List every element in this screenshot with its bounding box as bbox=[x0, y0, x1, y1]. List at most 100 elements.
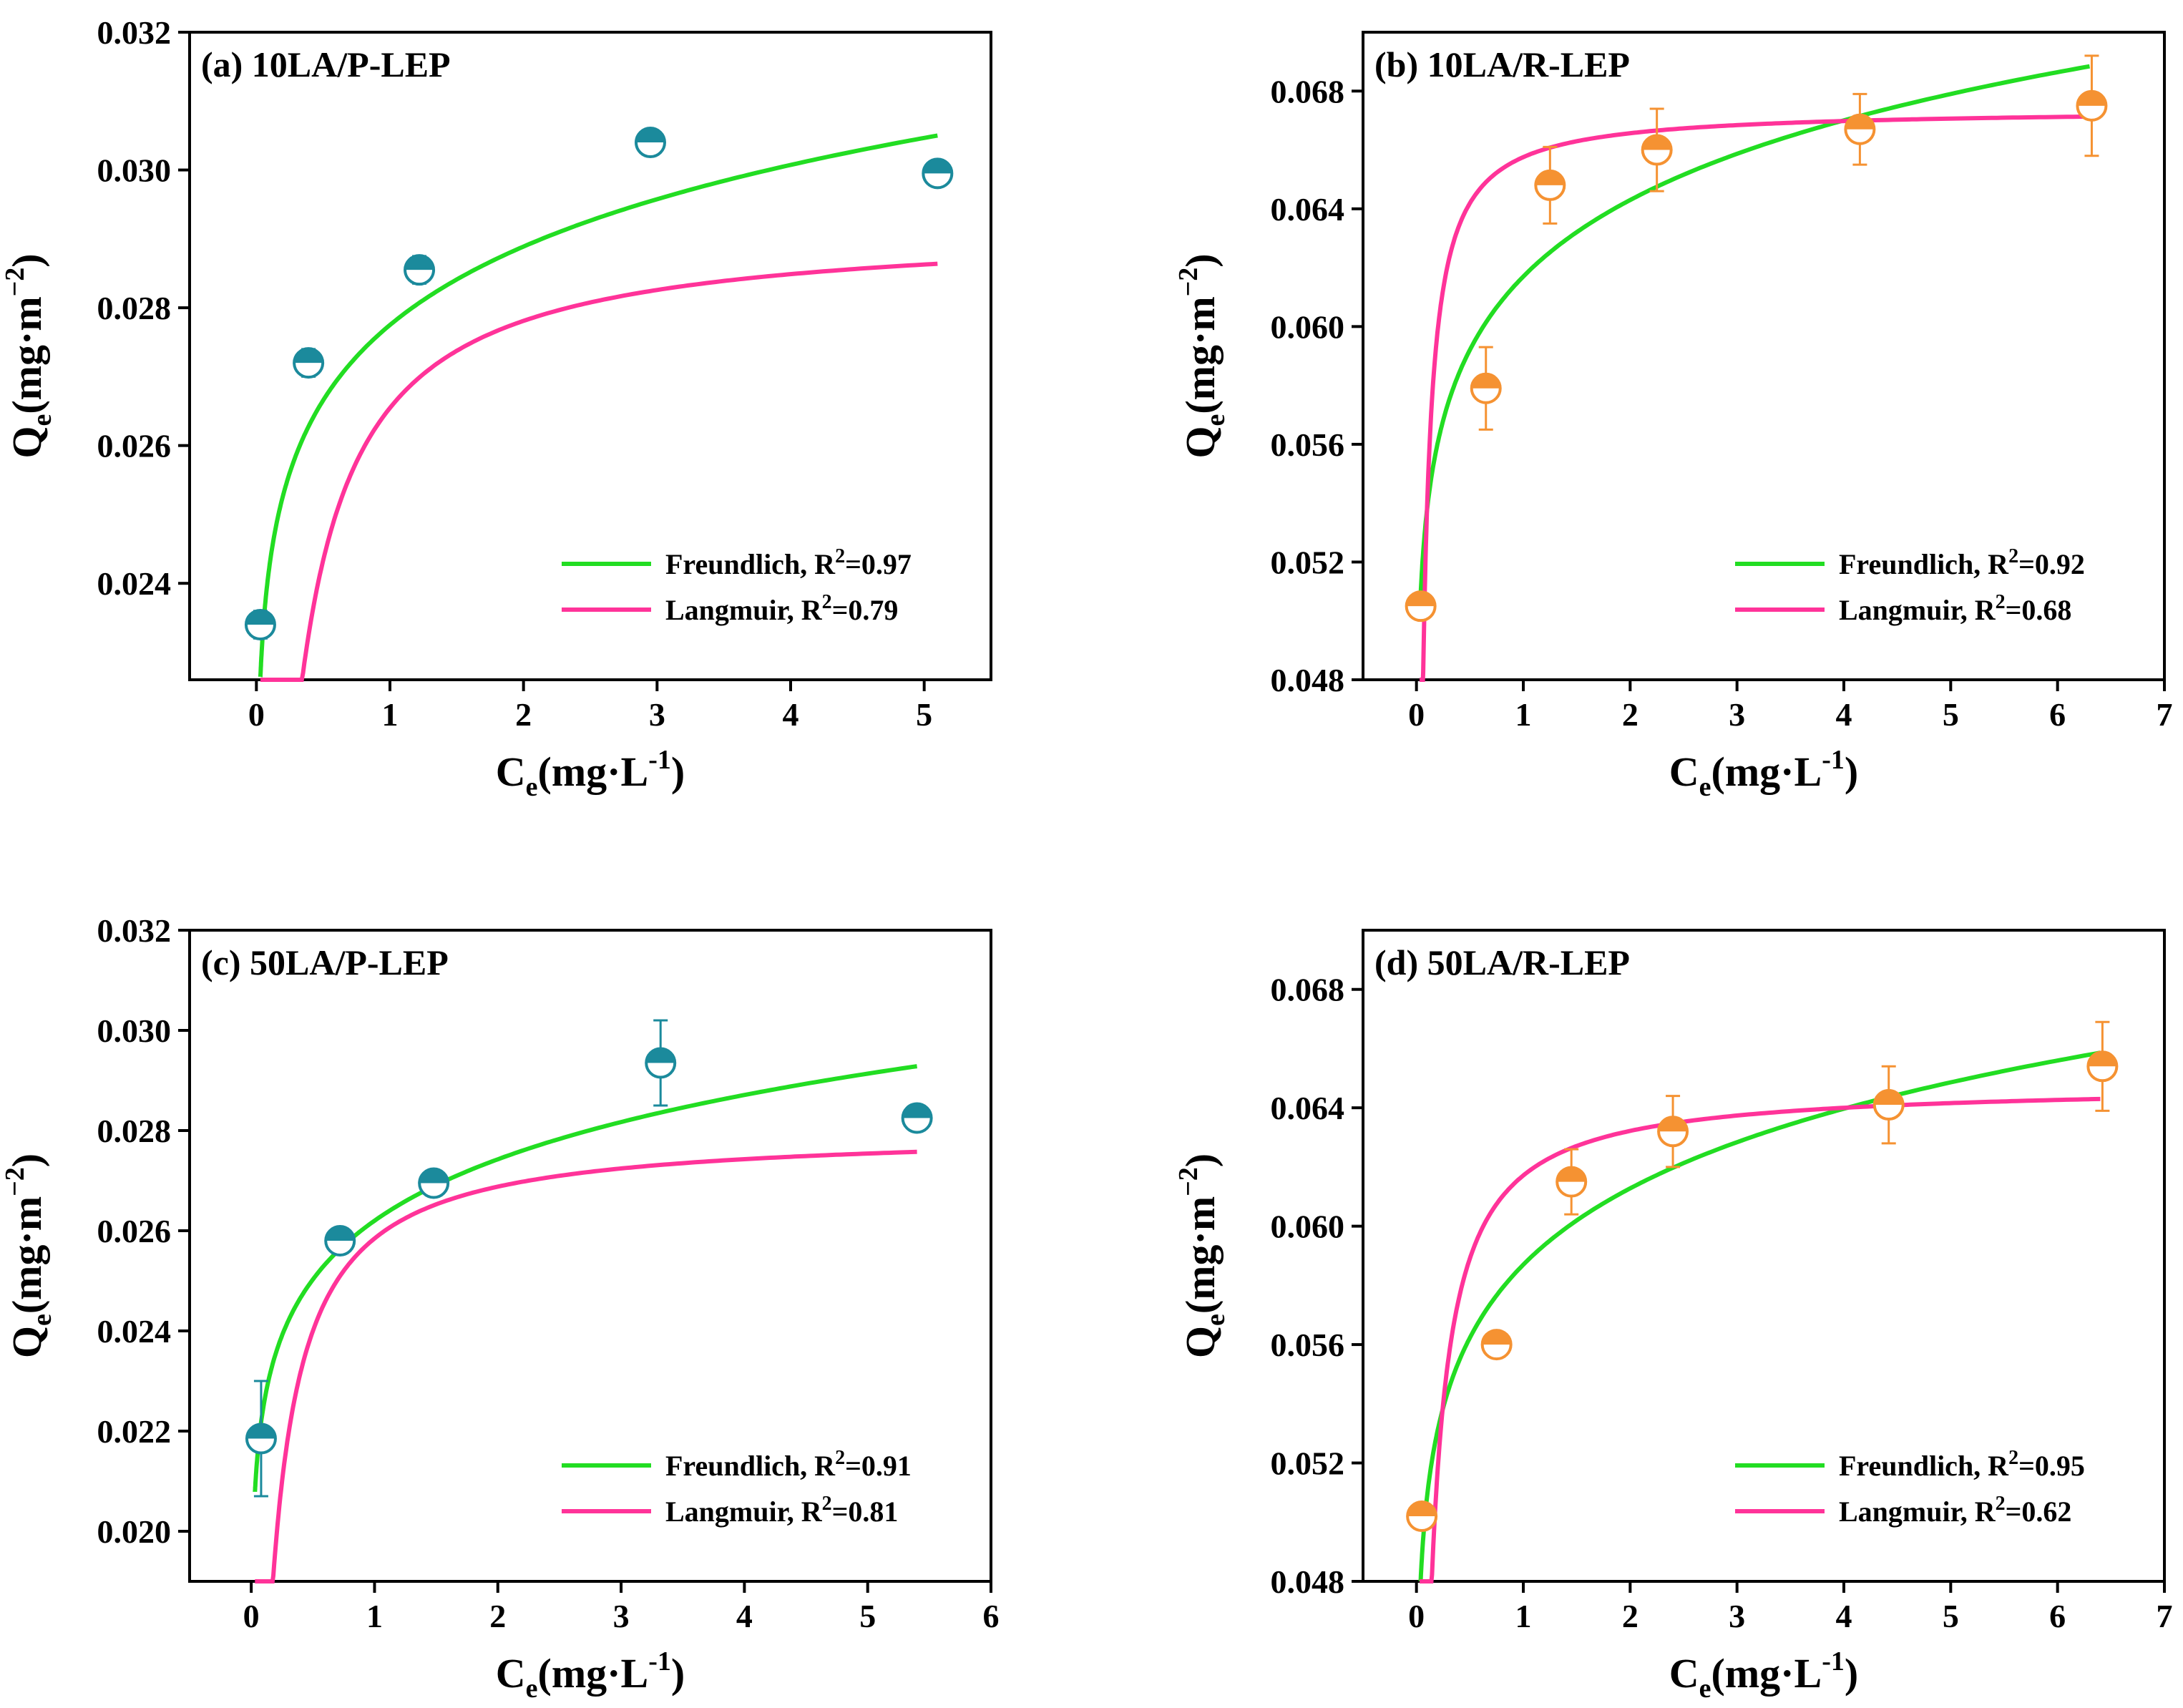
legend-label: Langmuir, R2=0.62 bbox=[1839, 1493, 2071, 1528]
x-tick-label: 5 bbox=[1943, 1598, 1959, 1634]
x-tick-label: 5 bbox=[1943, 696, 1959, 733]
y-tick-label: 0.032 bbox=[97, 14, 172, 51]
legend-label-tail: =0.68 bbox=[2006, 594, 2072, 626]
y-tick-label: 0.056 bbox=[1271, 1327, 1345, 1363]
x-tick-label: 1 bbox=[1515, 1598, 1532, 1634]
x-axis-title-close: ) bbox=[671, 1650, 685, 1697]
legend-label-main: Langmuir, R bbox=[665, 1495, 823, 1528]
x-tick-label: 6 bbox=[2049, 696, 2066, 733]
marker-fill-half bbox=[294, 348, 323, 363]
legend-label-sup: 2 bbox=[822, 591, 832, 613]
x-axis-title: Ce(mg·L-1) bbox=[1669, 745, 1858, 802]
x-axis-title: Ce(mg·L-1) bbox=[496, 1646, 685, 1704]
x-axis-title: Ce(mg·L-1) bbox=[496, 745, 685, 802]
x-axis-title-close: ) bbox=[1845, 1650, 1858, 1697]
marker-fill-half bbox=[1642, 135, 1671, 150]
y-tick-label: 0.048 bbox=[1271, 1563, 1345, 1600]
marker-fill-half bbox=[246, 1424, 275, 1439]
y-axis-title-sup: −2 bbox=[1173, 268, 1203, 297]
y-tick-label: 0.026 bbox=[97, 1213, 172, 1249]
y-axis-title-sub: e bbox=[27, 1314, 57, 1326]
marker-fill-half bbox=[2088, 1052, 2117, 1067]
y-axis-title-sup: −2 bbox=[0, 268, 30, 297]
y-axis-title-sup: −2 bbox=[0, 1167, 30, 1196]
y-tick-label: 0.026 bbox=[97, 428, 172, 464]
data-point bbox=[1470, 346, 1502, 431]
legend-label-sup: 2 bbox=[2008, 1447, 2018, 1469]
legend-label-tail: =0.92 bbox=[2018, 548, 2085, 580]
legend-label-tail: =0.79 bbox=[832, 594, 899, 626]
legend-label-sup: 2 bbox=[822, 1493, 832, 1515]
x-axis-title-rest: (mg·L bbox=[1711, 748, 1822, 795]
data-point bbox=[244, 608, 276, 640]
langmuir-curve bbox=[255, 1149, 917, 1583]
legend-label: Freundlich, R2=0.91 bbox=[665, 1447, 912, 1482]
x-tick-label: 4 bbox=[736, 1598, 753, 1634]
data-point bbox=[1657, 1095, 1689, 1168]
x-tick-label: 1 bbox=[382, 696, 399, 733]
data-point bbox=[1534, 145, 1566, 225]
y-axis-title: Qe(mg·m−2) bbox=[1173, 1153, 1231, 1358]
y-axis-title-sup: −2 bbox=[1173, 1167, 1203, 1196]
data-point bbox=[1641, 107, 1673, 192]
x-tick-label: 0 bbox=[243, 1598, 260, 1634]
x-axis-title-sup: -1 bbox=[648, 1646, 671, 1677]
x-axis-title-close: ) bbox=[671, 748, 685, 795]
legend-label-tail: =0.91 bbox=[845, 1450, 912, 1482]
data-point bbox=[293, 347, 325, 379]
y-axis-title-rest: (mg·m bbox=[1177, 296, 1224, 414]
y-tick-label: 0.028 bbox=[97, 1113, 172, 1149]
freundlich-curve bbox=[258, 133, 938, 678]
x-tick-label: 5 bbox=[859, 1598, 876, 1634]
legend-label-main: Freundlich, R bbox=[665, 548, 836, 580]
x-axis-title-sub: e bbox=[526, 772, 538, 802]
x-axis-title-rest: (mg·L bbox=[1711, 1650, 1822, 1697]
y-tick-label: 0.064 bbox=[1271, 1090, 1345, 1126]
marker-fill-half bbox=[646, 1048, 675, 1063]
data-point bbox=[418, 1167, 450, 1199]
x-axis-title-sup: -1 bbox=[648, 745, 671, 775]
x-axis-title-sub: e bbox=[1699, 772, 1711, 802]
panel-title: (a) 10LA/P-LEP bbox=[201, 44, 451, 84]
data-point bbox=[1406, 1500, 1438, 1532]
y-tick-label: 0.060 bbox=[1271, 308, 1345, 345]
x-axis-title-close: ) bbox=[1845, 748, 1858, 795]
panel-b: 0 1 2 3 4 5 6 7 0.048 0.052 0.056 0.060 0.064 0.068 Ce… bbox=[1173, 31, 2173, 802]
plot-frame bbox=[188, 929, 992, 1583]
y-tick-label: 0.068 bbox=[1271, 972, 1345, 1008]
y-axis-title-main: Q bbox=[4, 1326, 50, 1358]
data-point bbox=[1844, 92, 1876, 166]
data-point bbox=[635, 127, 666, 159]
legend-label: Freundlich, R2=0.97 bbox=[665, 545, 912, 580]
marker-fill-half bbox=[1471, 374, 1500, 389]
legend-label: Langmuir, R2=0.79 bbox=[665, 591, 898, 626]
data-point bbox=[324, 1225, 356, 1256]
data-point bbox=[2086, 1020, 2119, 1112]
y-tick-label: 0.068 bbox=[1271, 73, 1345, 109]
x-axis-title-rest: (mg·L bbox=[538, 1650, 649, 1697]
legend-label-main: Freundlich, R bbox=[665, 1450, 836, 1482]
legend-label: Langmuir, R2=0.68 bbox=[1839, 591, 2071, 626]
marker-fill-half bbox=[1482, 1330, 1511, 1345]
legend-label-tail: =0.97 bbox=[845, 548, 912, 580]
marker-fill-half bbox=[1407, 1502, 1437, 1516]
marker-fill-half bbox=[902, 1103, 932, 1118]
marker-fill-half bbox=[923, 159, 952, 174]
y-tick-label: 0.020 bbox=[97, 1513, 172, 1550]
x-tick-label: 1 bbox=[366, 1598, 383, 1634]
x-axis-title-main: C bbox=[1669, 748, 1699, 795]
marker-fill-half bbox=[1845, 114, 1875, 130]
y-tick-label: 0.022 bbox=[97, 1413, 172, 1450]
legend-label-main: Langmuir, R bbox=[1839, 594, 1996, 626]
x-tick-label: 3 bbox=[1729, 1598, 1745, 1634]
y-axis-title-close: ) bbox=[4, 1153, 50, 1167]
legend-label: Freundlich, R2=0.95 bbox=[1839, 1447, 2085, 1482]
legend-label: Freundlich, R2=0.92 bbox=[1839, 545, 2085, 580]
data-point bbox=[2076, 54, 2108, 157]
y-axis-title-main: Q bbox=[1177, 1326, 1224, 1358]
freundlich-curve bbox=[1417, 64, 2091, 620]
legend-label-sup: 2 bbox=[2008, 545, 2018, 567]
panel-title: (d) 50LA/R-LEP bbox=[1374, 942, 1630, 982]
x-tick-label: 4 bbox=[1836, 696, 1852, 733]
x-axis-title-sub: e bbox=[526, 1674, 538, 1704]
